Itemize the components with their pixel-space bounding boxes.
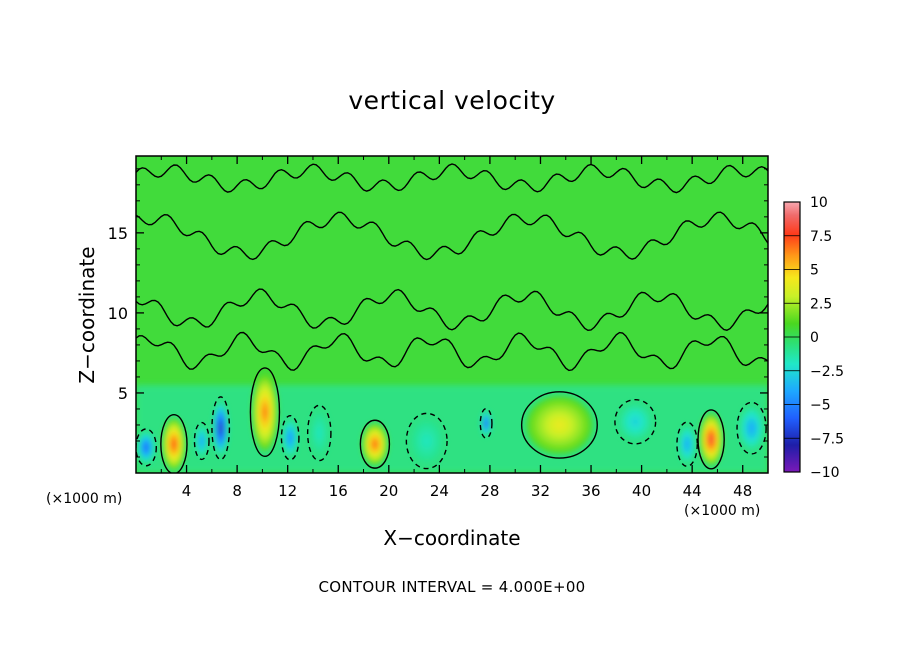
plot-frame	[135, 155, 769, 474]
contour-8	[280, 414, 300, 461]
contour-interval-note: CONTOUR INTERVAL = 4.000E+00	[318, 578, 586, 596]
updraft-core-0	[162, 418, 186, 470]
x-tick-label: 32	[531, 482, 550, 500]
x-tick-label: 12	[278, 482, 297, 500]
downdraft-core-8	[282, 418, 298, 457]
plot-area	[136, 156, 768, 473]
downdraft-core-12	[617, 402, 653, 441]
x-tick-label: 48	[733, 482, 752, 500]
contour-7	[193, 421, 210, 461]
x-tick-label: 4	[182, 482, 192, 500]
y-tick-label: 5	[118, 384, 128, 403]
contour-11	[736, 401, 767, 455]
downdraft-core-14	[409, 416, 445, 465]
x-tick-label: 28	[480, 482, 499, 500]
contour-12	[614, 398, 657, 445]
contour-9	[479, 407, 493, 439]
colorbar-tick-label: −5	[810, 398, 831, 414]
x-tick-label: 40	[632, 482, 651, 500]
contour-13	[306, 404, 332, 462]
downdraft-core-5	[137, 431, 155, 464]
colorbar-tick-label: 7.5	[810, 229, 832, 245]
colorbar-tick-label: −10	[810, 465, 840, 481]
downdraft-core-6	[213, 400, 229, 456]
contour-1	[249, 367, 281, 458]
colorbar-tick-label: −2.5	[810, 364, 844, 380]
downdraft-core-9	[481, 410, 492, 437]
colorbar: 10 7.5 5 2.5 0 −2.5 −5 −7.5 −10	[783, 195, 844, 481]
zero-contour-1	[136, 211, 768, 261]
colorbar-tick-label: 0	[810, 330, 819, 346]
x-axis-title: X−coordinate	[383, 526, 521, 550]
x-tick-label: 20	[379, 482, 398, 500]
zero-contour-0	[136, 163, 768, 194]
contour-2	[359, 419, 391, 469]
contour-6	[211, 396, 231, 461]
updraft-core-2	[362, 423, 388, 465]
contour-14	[405, 412, 448, 470]
colorbar-tick-label: 2.5	[810, 296, 832, 312]
updraft-core-3	[526, 396, 593, 454]
updraft-core-1	[252, 373, 278, 451]
x-tick-label: 8	[232, 482, 242, 500]
x-unit-left: (×1000 m)	[46, 491, 123, 507]
x-tick-label: 24	[430, 482, 449, 500]
contour-5	[136, 428, 157, 467]
colorbar-tick-label: 5	[810, 263, 819, 279]
x-tick-label: 36	[581, 482, 600, 500]
x-tick-label: 16	[329, 482, 348, 500]
x-tick-label: 44	[683, 482, 702, 500]
chart-title: vertical velocity	[348, 86, 556, 115]
y-tick-label: 10	[108, 304, 128, 323]
colorbar-tick-label: −7.5	[810, 431, 844, 447]
contour-4	[697, 409, 725, 470]
contour-3	[520, 391, 598, 459]
low-level-band	[136, 384, 768, 473]
updraft-core-4	[699, 413, 723, 465]
zero-contour-2	[136, 288, 768, 332]
x-unit-right: (×1000 m)	[684, 503, 761, 519]
contour-10	[676, 421, 698, 467]
downdraft-core-10	[678, 424, 696, 464]
zero-contour-3	[136, 331, 768, 372]
downdraft-core-11	[738, 405, 765, 451]
colorbar-tick-label: 10	[810, 195, 828, 211]
y-tick-label: 15	[108, 224, 128, 243]
contour-0	[160, 414, 188, 473]
downdraft-core-13	[309, 408, 330, 457]
downdraft-core-7	[195, 424, 209, 457]
